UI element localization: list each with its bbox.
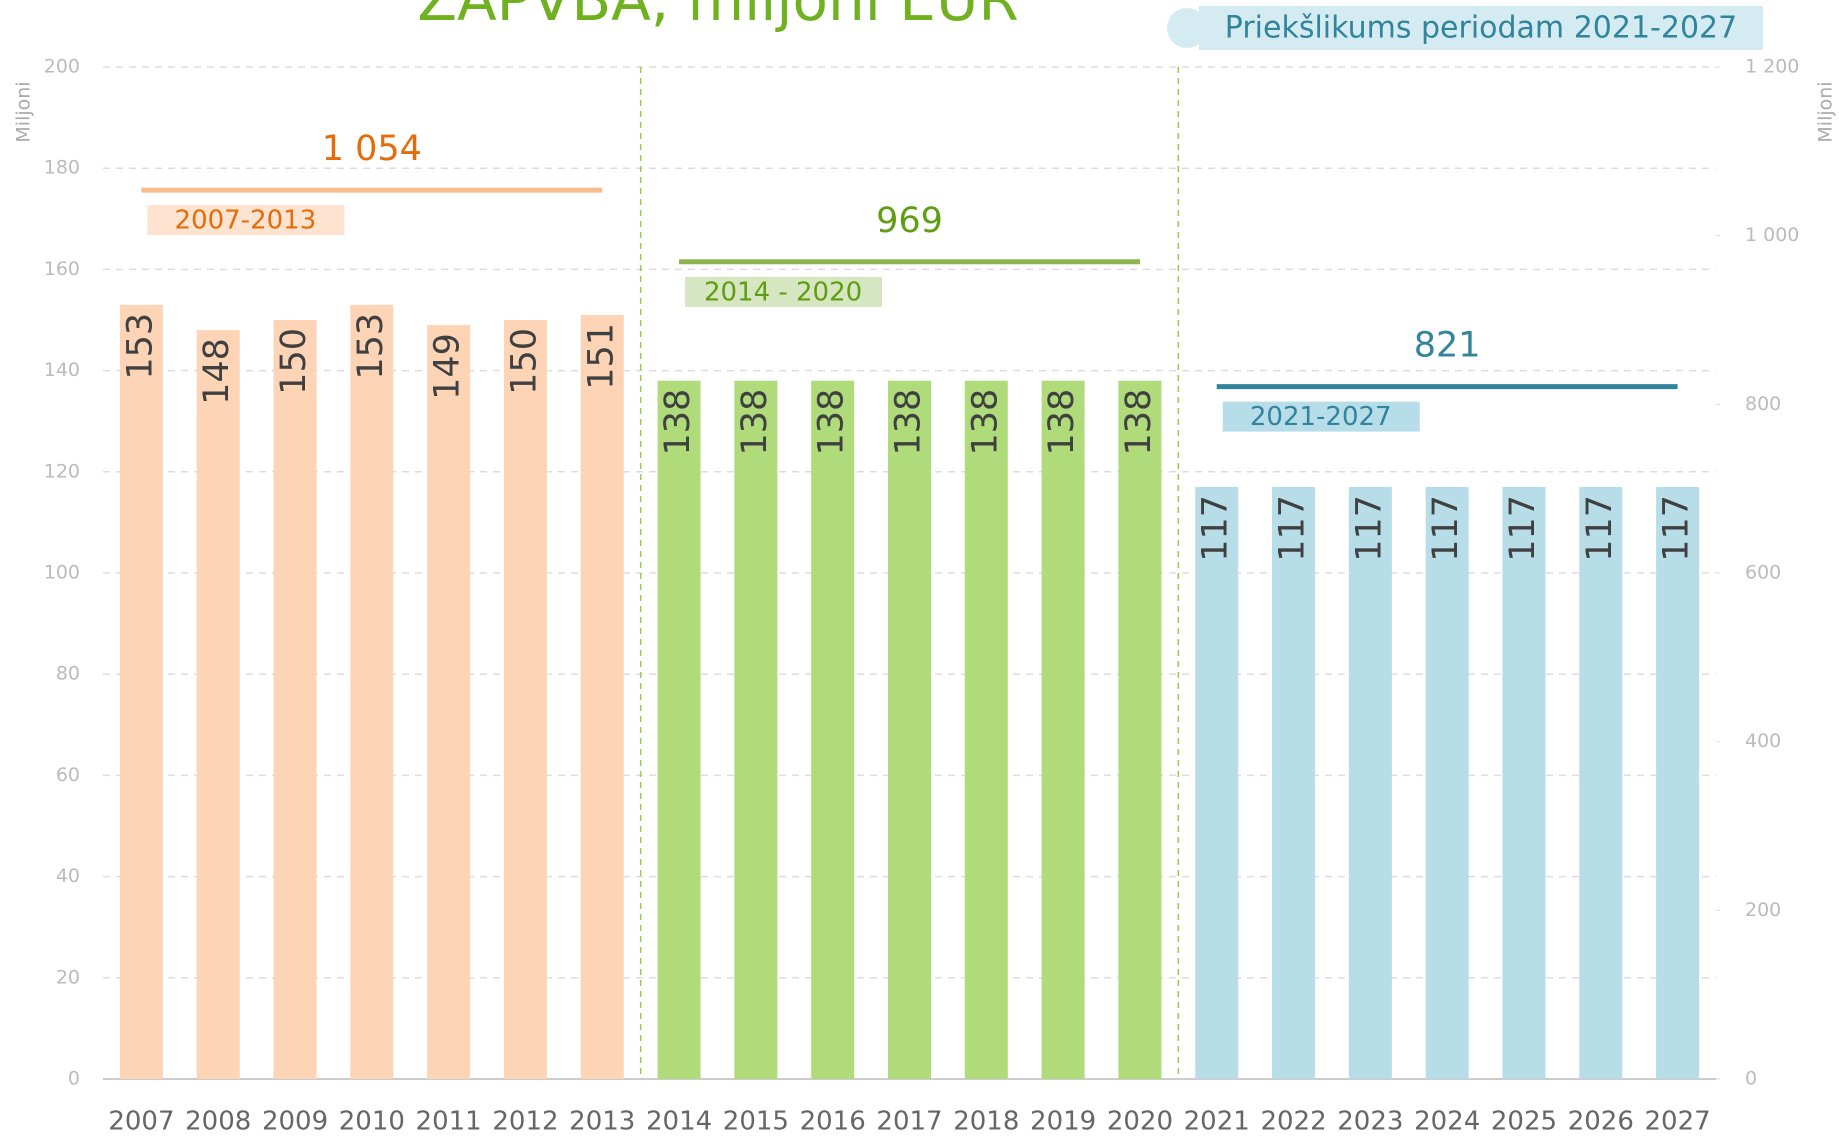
data-label: 117 [1349,495,1389,562]
data-label: 153 [351,313,391,380]
x-tick-label: 2023 [1337,1107,1403,1136]
period-total-label: 969 [876,201,943,241]
period-name: 2007-2013 [175,206,317,236]
data-label: 117 [1657,495,1697,562]
bar [1272,486,1316,1080]
data-label: 148 [197,338,237,405]
x-tick-label: 2020 [1107,1107,1173,1136]
x-tick-label: 2024 [1414,1107,1480,1136]
bar [1579,486,1623,1080]
y-axis-title: Miljoni [13,81,35,142]
bar [1195,486,1239,1080]
y-tick-label: 80 [56,663,80,685]
x-tick-label: 2026 [1568,1107,1634,1136]
y2-tick-label: 400 [1745,730,1781,752]
bar [734,380,778,1080]
y-tick-label: 120 [44,460,80,482]
x-tick-label: 2018 [953,1107,1019,1136]
bar [1425,486,1469,1080]
bar [657,380,701,1080]
chart-title: ZAPVBA, miljoni EUR [417,0,1018,34]
bar [427,325,471,1079]
y2-tick-label: 1 000 [1745,224,1799,246]
bar [119,304,163,1079]
x-tick-label: 2025 [1491,1107,1557,1136]
data-label: 138 [1119,389,1159,456]
bar [887,380,932,1080]
y-tick-label: 200 [44,56,80,78]
period-name: 2021-2027 [1250,402,1392,432]
legend-box [1199,6,1763,50]
y2-tick-label: 200 [1745,899,1781,921]
bar [503,320,547,1079]
data-label: 138 [965,389,1005,456]
data-label: 150 [274,328,314,395]
bar [964,380,1008,1080]
y2-tick-label: 600 [1745,562,1781,584]
x-tick-label: 2019 [1030,1107,1096,1136]
y-tick-label: 160 [44,258,80,280]
data-label: 117 [1196,495,1236,562]
period-box [147,205,345,236]
y2-tick-label: 1 200 [1745,56,1799,78]
x-tick-label: 2011 [416,1107,482,1136]
bar [1348,486,1392,1080]
bar [196,330,240,1079]
data-label: 117 [1426,495,1466,562]
bar [350,304,394,1079]
x-tick-label: 2027 [1645,1107,1711,1136]
x-tick-label: 2015 [723,1107,789,1136]
period-box [685,276,883,307]
y2-axis-title: Miljoni [1815,81,1837,142]
data-label: 117 [1503,495,1543,562]
legend-marker [1167,8,1207,48]
data-label: 138 [812,389,852,456]
y-tick-label: 40 [56,865,80,887]
x-tick-label: 2022 [1260,1107,1326,1136]
x-tick-label: 2008 [185,1107,251,1136]
data-label: 149 [428,333,468,400]
x-tick-label: 2010 [339,1107,405,1136]
period-total-label: 1 054 [322,129,422,169]
y-tick-label: 20 [56,966,80,988]
x-tick-label: 2007 [108,1107,174,1136]
data-label: 138 [735,389,775,456]
y-tick-label: 180 [44,157,80,179]
period-box [1222,401,1420,432]
x-tick-label: 2012 [492,1107,558,1136]
data-label: 138 [889,389,929,456]
x-tick-label: 2021 [1184,1107,1250,1136]
data-label: 150 [504,328,544,395]
x-tick-label: 2009 [262,1107,328,1136]
data-label: 138 [658,389,698,456]
x-tick-label: 2017 [876,1107,942,1136]
bar [1118,380,1162,1080]
x-tick-label: 2013 [569,1107,635,1136]
period-name: 2014 - 2020 [704,277,862,307]
y-tick-label: 140 [44,359,80,381]
y-tick-label: 0 [68,1068,80,1090]
x-tick-label: 2014 [646,1107,712,1136]
bar [580,314,624,1079]
data-label: 117 [1273,495,1313,562]
bar [1502,486,1546,1080]
y-tick-label: 60 [56,764,80,786]
y2-tick-label: 0 [1745,1068,1757,1090]
data-label: 153 [120,313,160,380]
bar [1656,486,1700,1080]
legend-label: Priekšlikums periodam 2021-2027 [1225,11,1737,46]
bar [273,320,317,1079]
data-label: 138 [1042,389,1082,456]
y-tick-label: 100 [44,562,80,584]
bar [811,380,855,1080]
data-label: 151 [581,323,621,390]
period-total-label: 821 [1414,326,1481,366]
x-tick-label: 2016 [800,1107,866,1136]
bar [1041,380,1085,1080]
data-label: 117 [1580,495,1620,562]
y2-tick-label: 800 [1745,393,1781,415]
